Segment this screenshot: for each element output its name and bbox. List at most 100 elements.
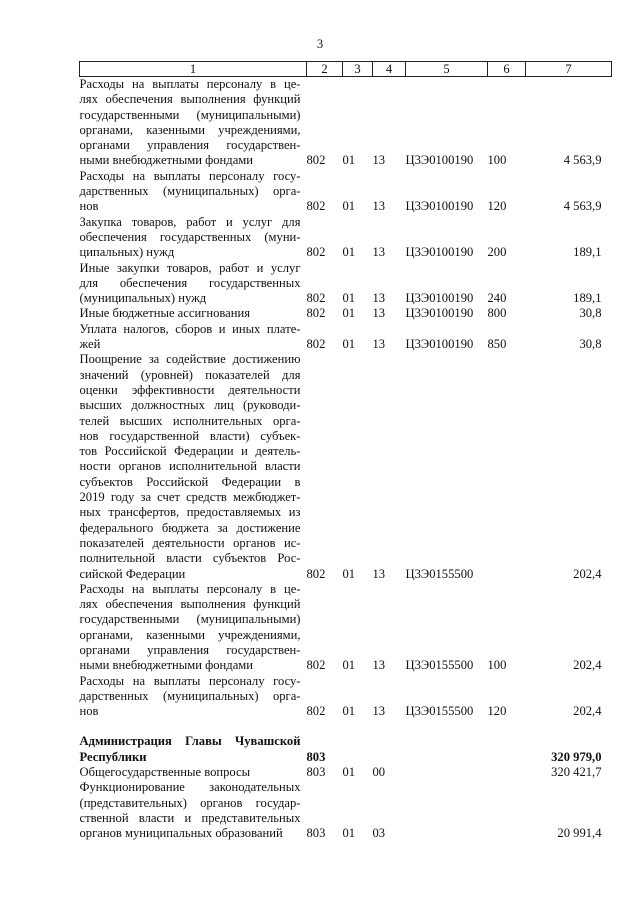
description-line: Иные закупки товаров, работ и услуг [79, 260, 301, 275]
description-line: Уплата налогов, сборов и иных плате- [79, 321, 301, 336]
description-line: нов [79, 704, 99, 719]
code-admin: 803 [306, 749, 326, 764]
description-line: жей [79, 337, 101, 352]
description-line: Закупка товаров, работ и услуг для [79, 214, 301, 229]
amount: 4 563,9 [563, 199, 602, 214]
code-subsection: 13 [372, 291, 386, 306]
description-line: (представительных) органов государ- [79, 795, 301, 810]
description-line: Республики [79, 749, 147, 764]
row-description: Закупка товаров, работ и услуг для обеспе… [80, 215, 307, 261]
description-line: обеспечения государственных (муни- [79, 229, 301, 244]
col-header: 1 [79, 61, 307, 77]
description-line: ных трансфертов, предоставляемых из [79, 505, 301, 520]
code-subsection: 13 [372, 658, 386, 673]
code-admin: 802 [306, 153, 326, 168]
amount: 189,1 [573, 291, 602, 306]
code-admin: 802 [306, 306, 326, 321]
description-line: для обеспечения государственных [79, 275, 301, 290]
row-description: Администрация Главы Чувашской Республики [80, 734, 307, 765]
description-line: органами, казенными учреждениями, [79, 627, 301, 642]
table-row: Расходы на выплаты персоналу госу-дарств… [80, 169, 612, 215]
table-row: Уплата налогов, сборов и иных плате-жей 8… [80, 322, 612, 353]
code-target: Ц3Э0100190 [405, 245, 474, 260]
col-header: 4 [372, 61, 406, 77]
table-row: Иные бюджетные ассигнования 802 01 13 Ц3Э010… [80, 306, 612, 321]
amount: 20 991,4 [557, 826, 602, 841]
code-section: 01 [342, 153, 356, 168]
description-line: ности органов исполнительной власти [79, 459, 301, 474]
description-line: дарственных (муниципальных) орга- [79, 184, 301, 199]
amount: 189,1 [573, 245, 602, 260]
code-expense-type [488, 765, 526, 780]
description-line: лях обеспечения выполнения функций [79, 597, 301, 612]
col-header: 2 [306, 61, 343, 77]
code-target [406, 765, 488, 780]
code-admin: 802 [306, 199, 326, 214]
row-description: Поощрение за содействие достижению значен… [80, 352, 307, 581]
code-target: Ц3Э0155500 [405, 566, 474, 581]
description-line: телей высших исполнительных орга- [79, 413, 301, 428]
code-expense-type: 100 [487, 153, 507, 168]
row-description: Общегосударственные вопросы [80, 765, 307, 780]
table-row: Расходы на выплаты персоналу в це-лях об… [80, 582, 612, 674]
code-target: Ц3Э0100190 [405, 306, 474, 321]
code-section: 01 [342, 566, 356, 581]
description-line: Поощрение за содействие достижению [79, 352, 301, 367]
code-subsection [373, 734, 406, 765]
code-subsection: 13 [372, 566, 386, 581]
description-line: Общегосударственные вопросы [79, 765, 251, 780]
code-section: 01 [342, 291, 356, 306]
col-header: 7 [525, 61, 612, 77]
table-row: Поощрение за содействие достижению значен… [80, 352, 612, 581]
amount: 202,4 [573, 658, 602, 673]
page-number: 3 [316, 37, 324, 51]
code-subsection: 13 [372, 337, 386, 352]
description-line: нов [79, 199, 99, 214]
code-target: Ц3Э0155500 [405, 658, 474, 673]
code-subsection: 13 [372, 199, 386, 214]
amount: 202,4 [573, 704, 602, 719]
budget-table: 1 2 3 4 5 6 7 Расходы на выплаты персона… [79, 61, 612, 842]
description-line: Функционирование законодательных [79, 780, 301, 795]
table-row: Расходы на выплаты персоналу госу-дарств… [80, 674, 612, 720]
code-section: 01 [342, 704, 356, 719]
row-description: Иные закупки товаров, работ и услуг для о… [80, 261, 307, 307]
code-admin: 802 [306, 566, 326, 581]
code-section: 01 [342, 765, 356, 780]
code-target: Ц3Э0100190 [405, 291, 474, 306]
amount: 320 421,7 [551, 765, 602, 780]
code-expense-type: 850 [487, 337, 507, 352]
code-expense-type: 800 [487, 306, 507, 321]
code-target [406, 780, 488, 841]
description-line: значений (уровней) показателей для [79, 367, 301, 382]
code-expense-type: 240 [487, 291, 507, 306]
code-section [343, 734, 373, 765]
code-section: 01 [342, 826, 356, 841]
table-row: Функционирование законодательных (предста… [80, 780, 612, 841]
code-subsection: 03 [372, 826, 386, 841]
amount: 30,8 [579, 337, 602, 352]
code-expense-type [488, 780, 526, 841]
code-admin: 803 [306, 765, 326, 780]
description-line: ственной власти и представительных [79, 810, 301, 825]
col-header: 5 [405, 61, 488, 77]
description-line: органами управления государствен- [79, 138, 301, 153]
spacer-row [80, 719, 612, 734]
code-subsection: 13 [372, 306, 386, 321]
row-description: Расходы на выплаты персоналу госу-дарств… [80, 169, 307, 215]
description-line: государственными (муниципальными) [79, 612, 301, 627]
row-description: Расходы на выплаты персоналу в це-лях об… [80, 582, 307, 674]
code-subsection: 13 [372, 245, 386, 260]
code-expense-type: 120 [487, 199, 507, 214]
header-row: 1 2 3 4 5 6 7 [79, 61, 612, 77]
row-description: Расходы на выплаты персоналу госу-дарств… [80, 674, 307, 720]
row-description: Расходы на выплаты персоналу в це-лях об… [80, 77, 307, 169]
description-line: Администрация Главы Чувашской [79, 734, 301, 749]
code-target: Ц3Э0100190 [405, 337, 474, 352]
description-line: федерального бюджета за достижение [79, 520, 301, 535]
amount: 202,4 [573, 566, 602, 581]
description-line: Расходы на выплаты персоналу в це- [79, 77, 301, 91]
row-description: Уплата налогов, сборов и иных плате-жей [80, 322, 307, 353]
code-expense-type: 100 [487, 658, 507, 673]
code-target: Ц3Э0100190 [405, 199, 474, 214]
